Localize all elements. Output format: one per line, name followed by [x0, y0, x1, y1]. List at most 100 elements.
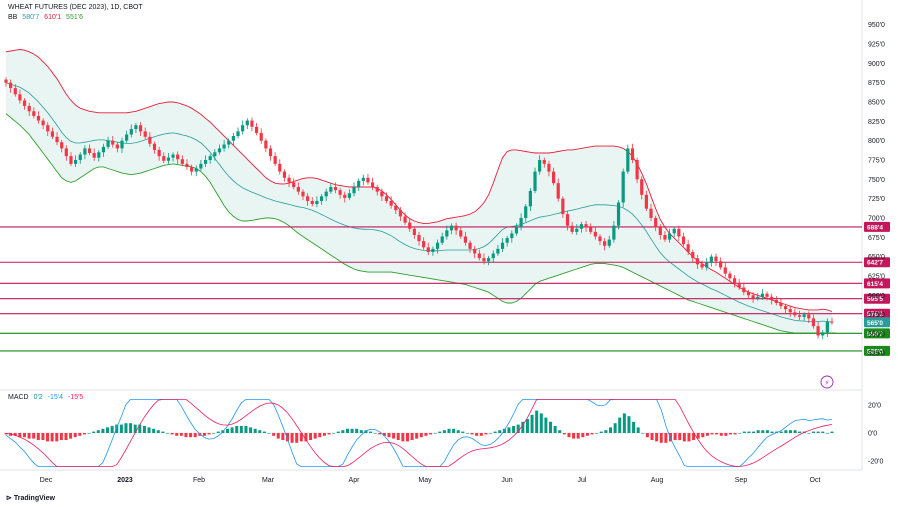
candle-body [180, 159, 184, 164]
macd-hist-bar [249, 427, 253, 433]
macd-hist-bar [544, 417, 548, 433]
macd-hist-bar [465, 433, 469, 434]
candle-body [227, 140, 231, 145]
candle-body [329, 187, 333, 192]
candle-body [78, 154, 82, 160]
macd-hist-bar [419, 433, 423, 438]
y-tick-label: 700'0 [868, 215, 885, 222]
macd-hist-bar [193, 433, 197, 438]
macd-hist-bar [655, 433, 659, 442]
candle-body [598, 236, 602, 242]
macd-hist-bar [22, 433, 26, 438]
macd-signal-value: -15'5 [67, 394, 84, 401]
macd-hist-bar [609, 427, 613, 433]
lightning-icon: ⚡ [825, 379, 830, 387]
candle-body [125, 134, 129, 141]
macd-hist-bar [161, 431, 165, 433]
macd-hist-bar [285, 433, 289, 442]
macd-hist-bar [724, 433, 728, 436]
level-tag-1 [864, 257, 890, 268]
macd-hist-bar [207, 433, 211, 435]
macd-hist-bar [239, 426, 243, 433]
candle-body [13, 88, 17, 95]
y-tick-label: 900'0 [868, 61, 885, 68]
macd-hist-bar [779, 431, 783, 433]
candle-body [473, 248, 477, 254]
last-price-text: 565'0 [867, 320, 883, 327]
macd-hist-bar [313, 433, 317, 439]
x-tick-label: 2023 [117, 477, 133, 484]
y-tick-label: 725'0 [868, 196, 885, 203]
candle-body [779, 302, 783, 307]
macd-hist-bar [244, 426, 248, 433]
level-tag-2 [864, 278, 890, 289]
macd-hist-bar [678, 433, 682, 440]
candle-body [162, 156, 166, 161]
candle-body [811, 318, 816, 327]
y-tick-label: 875'0 [868, 80, 885, 87]
macd-hist-bar [309, 433, 313, 440]
candle-body [134, 125, 138, 130]
candle-body [152, 143, 157, 150]
candle-body [440, 236, 444, 243]
macd-hist-bar [69, 433, 73, 439]
candle-body [468, 242, 472, 249]
macd-hist-bar [821, 431, 825, 433]
y-tick-label: 550'0 [868, 331, 885, 338]
candle-body [408, 222, 412, 229]
candle-body [487, 258, 491, 262]
candle-body [603, 241, 607, 246]
candle-body [50, 131, 55, 137]
macd-hist-bar [336, 431, 340, 433]
candle-body [556, 183, 560, 199]
macd-hist-bar [719, 433, 723, 436]
y-tick-label: 925'0 [868, 42, 885, 49]
level-tag-text-2: 615'4 [867, 281, 883, 288]
macd-hist-bar [715, 433, 719, 435]
macd-hist-bar [701, 433, 705, 438]
level-tag-6 [864, 345, 890, 356]
macd-line-value: -15'4 [47, 394, 64, 401]
macd-hist-bar [299, 433, 303, 442]
candle-body [203, 159, 208, 164]
macd-hist-bar [687, 433, 691, 442]
level-tag-3 [864, 293, 890, 304]
bb-band-fill [6, 49, 832, 334]
level-tag-text-0: 688'4 [867, 224, 883, 231]
macd-hist-bar [73, 433, 77, 438]
candle-body [821, 332, 825, 336]
macd-hist-bar [124, 423, 128, 433]
macd-hist-bar [202, 433, 206, 436]
symbol-text: WHEAT FUTURES (DEC 2023), 1D, CBOT [8, 4, 143, 11]
macd-hist-bar [27, 433, 31, 439]
x-tick-label: Aug [651, 477, 664, 484]
macd-hist-bar [175, 433, 179, 436]
candle-body [575, 228, 579, 232]
candle-body [4, 79, 8, 83]
macd-hist-bar [507, 427, 511, 433]
candle-body [241, 125, 245, 132]
macd-hist-bar [438, 431, 442, 433]
candle-body [565, 214, 570, 226]
candle-body [92, 153, 96, 158]
candle-body [380, 191, 384, 197]
candle-body [60, 142, 64, 149]
candle-body [282, 171, 287, 178]
macd-hist-bar [392, 433, 396, 439]
candle-body [176, 154, 180, 160]
macd-hist-bar [359, 430, 363, 433]
alert-icon [820, 375, 834, 389]
candle-body [347, 193, 351, 198]
macd-hist-bar [59, 433, 63, 440]
macd-hist-bar [262, 431, 266, 433]
candle-body [111, 140, 115, 145]
candle-body [426, 247, 430, 252]
macd-hist-bar [355, 428, 359, 433]
macd-hist-bar [216, 431, 220, 433]
bb-legend: BB 580'7 610'1 551'6 [8, 14, 86, 21]
candle-body [190, 166, 194, 172]
macd-signal-line [5, 398, 833, 468]
candle-body [389, 200, 393, 206]
macd-hist-bar [784, 430, 788, 433]
